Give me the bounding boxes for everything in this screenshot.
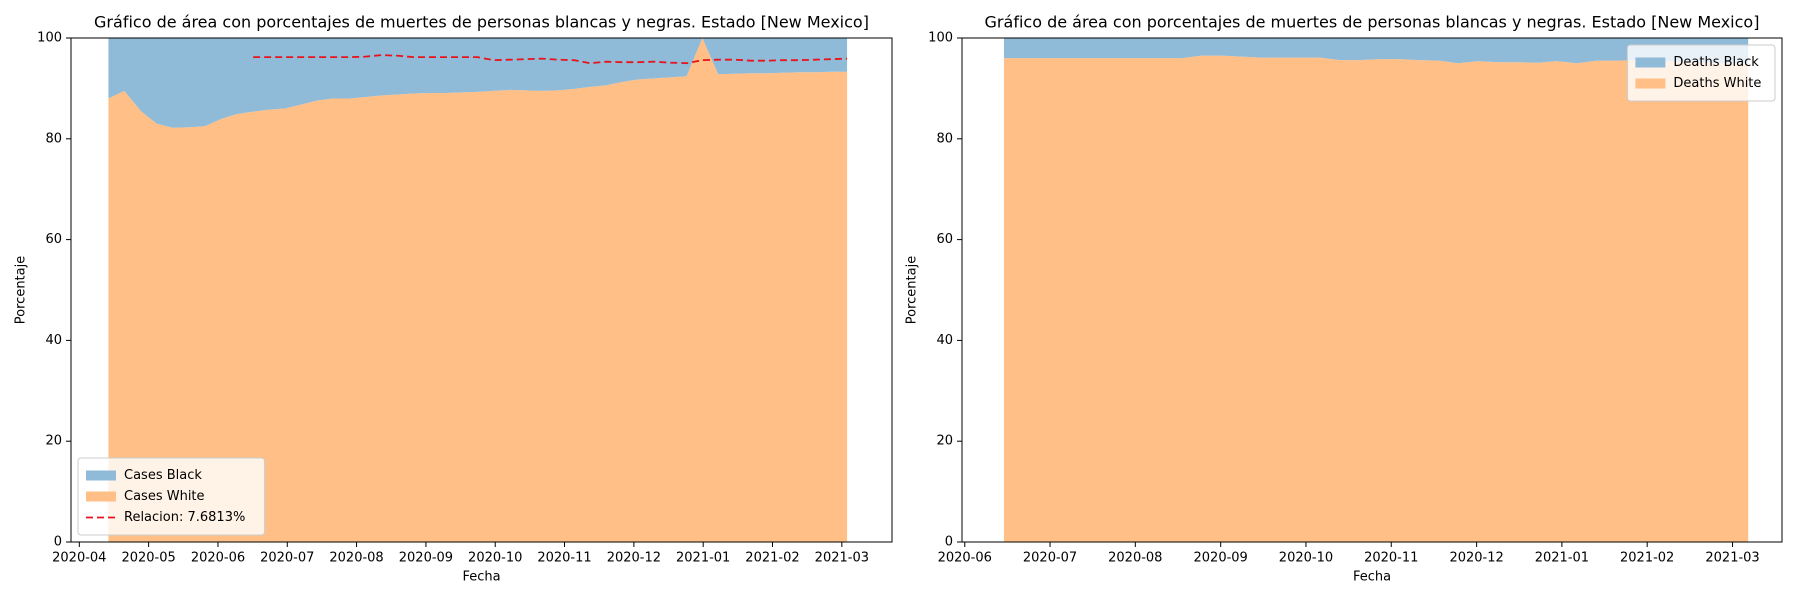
- legend-label: Relacion: 7.6813%: [124, 510, 245, 525]
- x-tick-label: 2020-10: [1279, 551, 1333, 566]
- y-axis-label: Porcentaje: [14, 256, 29, 324]
- y-tick-label: 20: [936, 434, 953, 449]
- x-tick-label: 2020-07: [260, 551, 314, 566]
- subplot: 0 20 40 60 80 100 2020-06 2020-07 2020-08 2020-09…: [905, 13, 1783, 585]
- x-tick-label: 2020-05: [121, 551, 175, 566]
- x-tick-label: 2021-01: [676, 551, 730, 566]
- x-tick-label: 2020-12: [607, 551, 661, 566]
- y-tick-label: 40: [45, 333, 62, 348]
- x-tick-label: 2021-02: [1620, 551, 1674, 566]
- x-tick-label: 2020-08: [1108, 551, 1162, 566]
- y-tick-label: 0: [54, 535, 62, 550]
- legend-label: Cases White: [124, 489, 205, 504]
- legend-box: [1626, 44, 1776, 102]
- x-tick-label: 2020-11: [1364, 551, 1418, 566]
- y-tick-label: 80: [45, 131, 62, 146]
- subplot: 0 20 40 60 80 100 2020-04 2020-05 2020-06 2020-07…: [14, 13, 893, 585]
- y-tick-label: 100: [37, 31, 62, 46]
- legend-swatch: [86, 470, 116, 481]
- y-tick-label: 20: [45, 434, 62, 449]
- line: [253, 54, 848, 65]
- legend-swatch: [1635, 78, 1666, 89]
- x-tick-label: 2021-02: [745, 551, 799, 566]
- axes-frame: [70, 37, 893, 543]
- legend: Deaths Black Deaths White: [1626, 44, 1776, 102]
- y-axis-label: Porcentaje: [905, 256, 920, 324]
- area: [108, 38, 848, 128]
- area: [108, 38, 848, 542]
- x-tick-label: 2020-12: [1449, 551, 1503, 566]
- axes-frame: [961, 37, 1783, 543]
- legend-box: [77, 457, 266, 536]
- x-tick-label: 2020-06: [938, 551, 992, 566]
- x-tick-label: 2020-11: [537, 551, 591, 566]
- x-tick-label: 2020-08: [329, 551, 383, 566]
- area: [1003, 55, 1749, 542]
- x-tick-label: 2021-03: [1705, 551, 1759, 566]
- area: [1003, 38, 1749, 64]
- legend-label: Cases Black: [124, 468, 202, 483]
- x-axis-label: Fecha: [462, 570, 500, 585]
- chart-title: Gráfico de área con porcentajes de muert…: [985, 13, 1760, 32]
- x-tick-label: 2020-04: [52, 551, 106, 566]
- legend-label: Deaths White: [1673, 76, 1761, 91]
- legend-swatch: [1635, 57, 1666, 68]
- y-tick-label: 100: [928, 31, 953, 46]
- x-tick-label: 2020-07: [1023, 551, 1077, 566]
- x-tick-label: 2021-03: [815, 551, 869, 566]
- x-tick-label: 2020-09: [1194, 551, 1248, 566]
- x-tick-label: 2020-10: [468, 551, 522, 566]
- y-tick-label: 60: [936, 232, 953, 247]
- x-tick-label: 2020-06: [191, 551, 245, 566]
- x-tick-label: 2021-01: [1535, 551, 1589, 566]
- chart-title: Gráfico de área con porcentajes de muert…: [94, 13, 869, 32]
- legend-swatch: [86, 491, 116, 502]
- legend: Cases Black Cases White Relacion: 7.6813%: [77, 457, 266, 536]
- y-tick-label: 60: [45, 232, 62, 247]
- y-tick-label: 40: [936, 333, 953, 348]
- x-tick-label: 2020-09: [399, 551, 453, 566]
- x-axis-label: Fecha: [1353, 570, 1391, 585]
- legend-label: Deaths Black: [1673, 55, 1759, 70]
- y-tick-label: 80: [936, 131, 953, 146]
- y-tick-label: 0: [945, 535, 953, 550]
